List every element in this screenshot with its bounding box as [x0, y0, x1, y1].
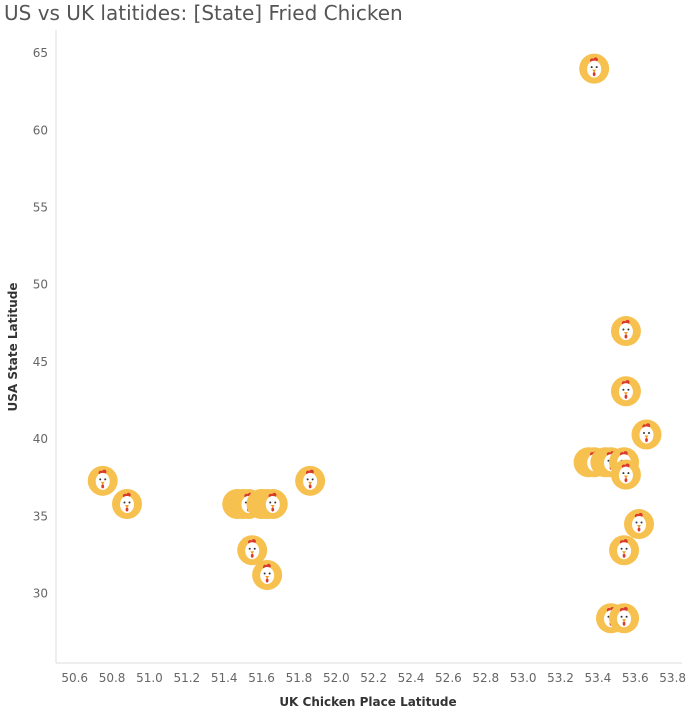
y-tick-label: 30	[33, 587, 48, 601]
x-tick-label: 51.0	[136, 671, 163, 685]
data-point	[610, 316, 641, 347]
x-tick-labels: 50.6 50.8 51.0 51.2 51.4 51.6 51.8 52.0 52.2 52.4…	[61, 671, 686, 685]
x-tick-label: 52.6	[435, 671, 462, 685]
x-tick-label: 51.8	[286, 671, 313, 685]
data-point	[87, 465, 118, 496]
y-tick-labels: 30 35 40 45 50 55 60 65	[33, 46, 48, 600]
x-tick-label: 51.2	[173, 671, 200, 685]
x-axis-label: UK Chicken Place Latitude	[279, 695, 456, 709]
data-point	[579, 53, 610, 84]
y-tick-label: 60	[33, 123, 48, 137]
data-point	[609, 603, 640, 634]
chart-title: US vs UK latitides: [State] Fried Chicke…	[4, 1, 403, 25]
data-point	[252, 559, 283, 590]
y-tick-label: 40	[33, 432, 48, 446]
x-tick-label: 51.6	[248, 671, 275, 685]
data-point	[609, 535, 640, 566]
x-tick-label: 50.8	[99, 671, 126, 685]
y-tick-label: 65	[33, 46, 48, 60]
y-tick-label: 35	[33, 509, 48, 523]
x-tick-label: 52.8	[472, 671, 499, 685]
x-tick-label: 53.0	[510, 671, 537, 685]
data-point	[237, 535, 268, 566]
x-tick-label: 53.8	[659, 671, 686, 685]
y-tick-label: 45	[33, 355, 48, 369]
data-point	[295, 465, 326, 496]
x-tick-label: 52.0	[323, 671, 350, 685]
data-point	[112, 488, 143, 519]
y-axis-label: USA State Latitude	[6, 283, 20, 412]
x-tick-label: 52.4	[398, 671, 425, 685]
x-tick-label: 53.6	[622, 671, 649, 685]
x-tick-label: 51.4	[211, 671, 238, 685]
x-tick-label: 53.2	[547, 671, 574, 685]
data-point	[610, 376, 641, 407]
data-point	[631, 419, 662, 450]
y-tick-label: 55	[33, 201, 48, 215]
data-point	[610, 459, 641, 490]
x-tick-label: 52.2	[360, 671, 387, 685]
data-point	[257, 488, 288, 519]
data-points	[87, 53, 662, 634]
x-tick-label: 50.6	[61, 671, 88, 685]
x-tick-label: 53.4	[585, 671, 612, 685]
data-point	[624, 509, 655, 540]
y-tick-label: 50	[33, 278, 48, 292]
